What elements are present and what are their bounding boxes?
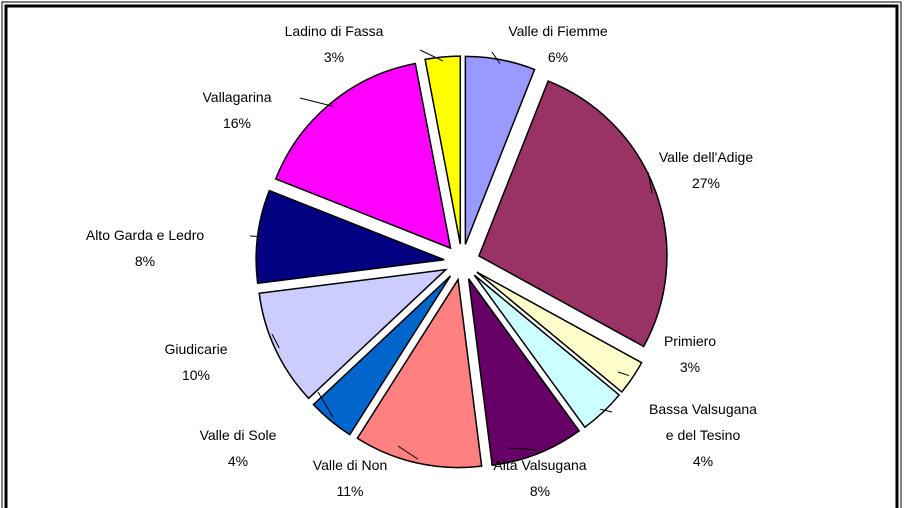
slice-label: Giudicarie <box>164 341 228 357</box>
leader-line <box>249 235 262 238</box>
slice-percent: 11% <box>336 483 364 499</box>
slice-label: Valle di Non <box>312 457 388 473</box>
slice-label: Ladino di Fassa <box>284 23 384 39</box>
pie-slice <box>274 62 452 250</box>
slice-label: Alta Valsugana <box>493 457 587 473</box>
slice-percent: 8% <box>529 483 551 499</box>
leader-line <box>600 408 613 413</box>
pie-slice <box>312 275 452 436</box>
inner-frame <box>4 4 899 508</box>
slice-percent: 8% <box>134 253 156 269</box>
pie-slice <box>356 277 483 469</box>
pie-slice <box>476 271 643 394</box>
slice-label: Valle di Fiemme <box>508 23 608 39</box>
leader-line <box>507 447 537 451</box>
slice-percent: 16% <box>222 115 252 131</box>
pie-slice <box>477 80 668 348</box>
leader-line <box>491 51 501 64</box>
leader-line <box>299 97 334 107</box>
slice-percent: 3% <box>323 49 345 65</box>
leader-line <box>317 391 334 418</box>
pie-slice <box>473 274 621 429</box>
slice-percent: 6% <box>547 49 569 65</box>
slice-label: Valle dell'Adige <box>658 149 754 165</box>
leader-line <box>271 333 280 349</box>
slice-label: Bassa Valsugana e del Tesino <box>649 401 757 443</box>
slice-percent: 27% <box>691 175 721 191</box>
pie-slice <box>258 268 448 400</box>
slice-label: Vallagarina <box>202 89 272 105</box>
leader-line <box>419 49 444 62</box>
slice-label: Alto Garda e Ledro <box>85 227 205 243</box>
slice-label: Primiero <box>663 333 717 349</box>
slice-percent: 4% <box>692 453 714 469</box>
leader-line <box>647 171 653 194</box>
leader-line <box>617 371 630 377</box>
slice-percent: 10% <box>181 367 211 383</box>
pie-slice <box>467 278 581 467</box>
slice-label: Valle di Sole <box>199 427 277 443</box>
slice-percent: 3% <box>679 359 701 375</box>
leader-line <box>397 445 419 460</box>
pie-slice <box>464 55 536 245</box>
slice-percent: 4% <box>227 453 249 469</box>
pie-slice <box>424 55 462 245</box>
